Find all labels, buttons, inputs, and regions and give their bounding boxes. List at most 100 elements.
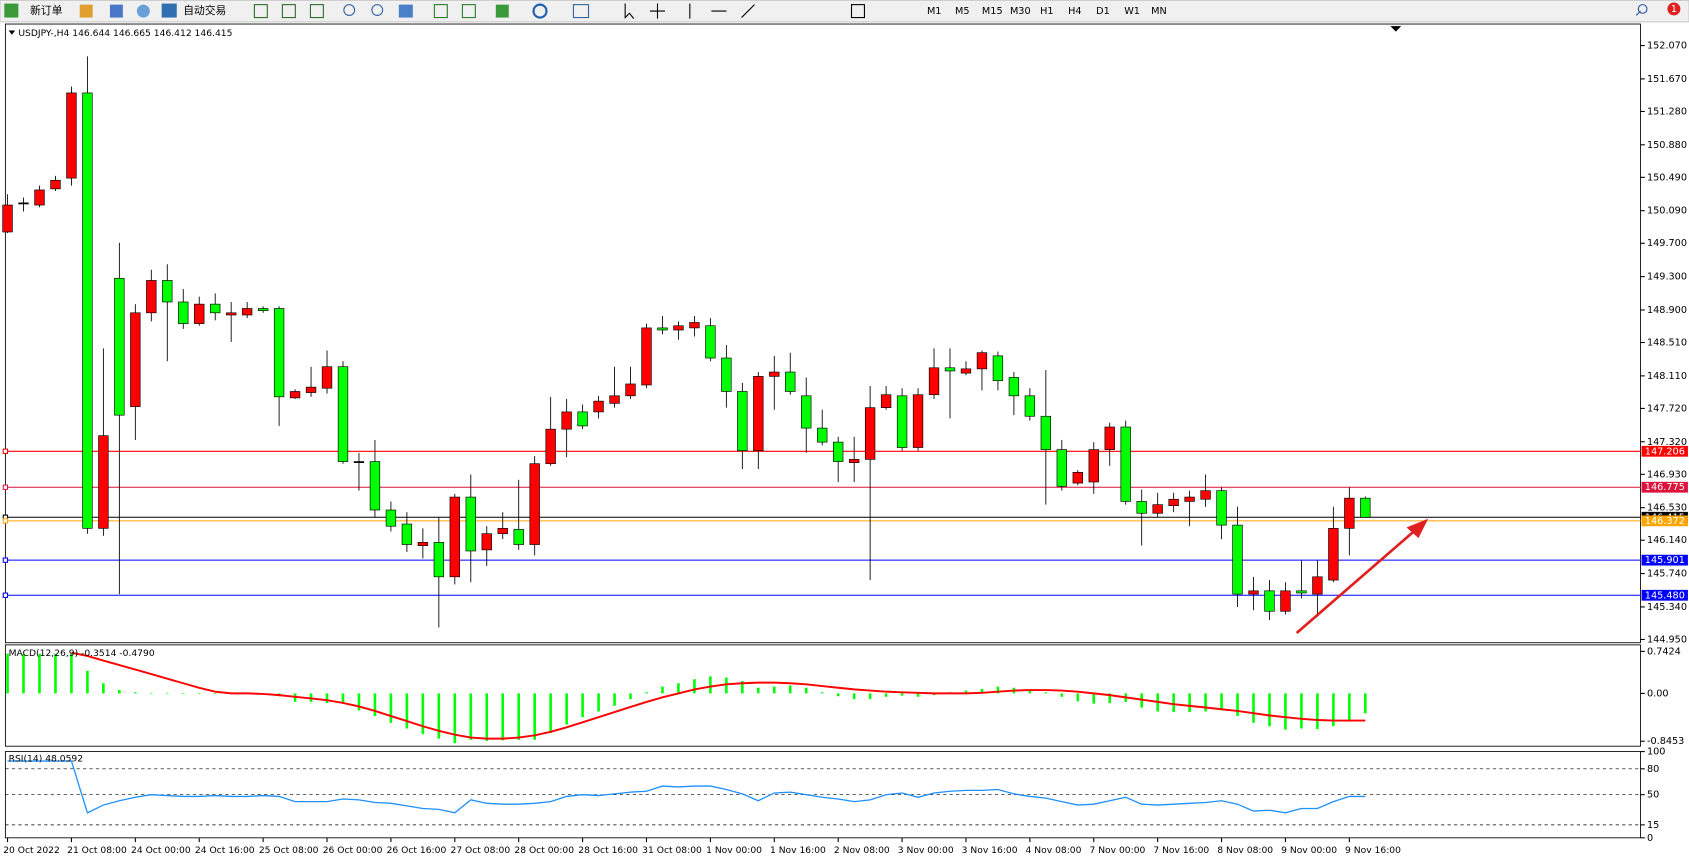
- candle-body: [337, 366, 349, 462]
- macd-bar: [884, 693, 888, 697]
- x-tick-label: 24 Oct 00:00: [131, 845, 191, 856]
- price-line-handle[interactable]: [2, 592, 9, 598]
- candle-body: [1168, 498, 1179, 506]
- icon[interactable]: [649, 3, 666, 19]
- icon[interactable]: [495, 4, 509, 18]
- price-line-handle[interactable]: [2, 484, 9, 490]
- chart-title: USDJPY-,H4 146.644 146.665 146.412 146.4…: [18, 28, 232, 39]
- price-label: 145.480: [1645, 590, 1685, 601]
- icon[interactable]: [309, 4, 324, 19]
- price-line-handle[interactable]: [2, 557, 9, 563]
- x-tick-label: 3 Nov 00:00: [898, 845, 954, 856]
- candle-body: [305, 386, 317, 393]
- candle-body: [417, 542, 429, 546]
- y-tick-label: -0.8453: [1647, 736, 1684, 747]
- candle-body: [497, 528, 508, 535]
- candle-body: [545, 428, 556, 465]
- macd-bar: [70, 653, 73, 694]
- candle-body: [529, 463, 540, 545]
- macd-bar: [1252, 693, 1255, 723]
- timeframe-button[interactable]: M30: [1010, 6, 1031, 17]
- price-line-handle[interactable]: [2, 518, 9, 524]
- macd-bar: [86, 670, 89, 694]
- icon[interactable]: [4, 3, 19, 18]
- price-line-handle[interactable]: [2, 448, 9, 454]
- candle-body: [625, 383, 636, 397]
- icon[interactable]: [398, 4, 413, 18]
- candle-body: [976, 352, 988, 370]
- icon[interactable]: [109, 4, 123, 18]
- macd-bar: [1364, 693, 1367, 714]
- timeframe-button[interactable]: H1: [1040, 6, 1053, 17]
- candle-body: [34, 189, 45, 206]
- toolbar-button[interactable]: 新订单: [30, 4, 63, 17]
- candle-body: [753, 376, 764, 452]
- macd-panel: [4, 644, 1641, 747]
- macd-bar: [341, 693, 345, 704]
- icon[interactable]: [624, 3, 635, 19]
- badge[interactable]: [1667, 2, 1681, 16]
- timeframe-button[interactable]: D1: [1096, 6, 1110, 17]
- timeframe-button[interactable]: M1: [927, 6, 942, 17]
- candle-body: [1040, 415, 1052, 450]
- icon[interactable]: [433, 4, 448, 19]
- x-tick-label: 7 Nov 00:00: [1089, 845, 1145, 856]
- y-tick-label: 150.880: [1647, 140, 1687, 151]
- macd-bar: [581, 693, 584, 718]
- timeframe-button[interactable]: MN: [1151, 6, 1167, 17]
- icon[interactable]: [371, 4, 384, 16]
- badge-count: 1: [1671, 4, 1677, 15]
- icon[interactable]: [1635, 4, 1648, 16]
- candle-body: [1328, 528, 1339, 581]
- y-tick-label: 145.340: [1647, 602, 1687, 613]
- macd-bar: [1220, 693, 1223, 711]
- macd-bar: [693, 679, 696, 694]
- macd-bar: [118, 689, 121, 694]
- candle-body: [944, 367, 956, 372]
- icon[interactable]: [850, 4, 865, 19]
- y-tick-label: 0.7424: [1647, 646, 1681, 657]
- candle-body: [513, 529, 524, 545]
- candle-body: [449, 496, 460, 578]
- macd-bar: [964, 690, 968, 694]
- icon[interactable]: [532, 3, 548, 19]
- rsi-line: [7, 760, 1366, 814]
- macd-bar: [1076, 693, 1080, 702]
- macd-bar: [1172, 693, 1175, 713]
- candle-body: [960, 368, 972, 374]
- price-label: 147.206: [1645, 446, 1685, 457]
- y-tick-label: 150.490: [1647, 172, 1687, 183]
- candle-body: [1216, 490, 1227, 526]
- candle-body: [737, 391, 748, 452]
- macd-bar: [405, 693, 409, 729]
- y-tick-label: 50: [1647, 790, 1659, 801]
- timeframe-button[interactable]: M15: [982, 6, 1003, 17]
- x-tick-label: 7 Nov 16:00: [1153, 845, 1209, 856]
- timeframe-button[interactable]: H4: [1068, 6, 1081, 17]
- toolbar-button[interactable]: 自动交易: [183, 4, 226, 17]
- timeframe-button[interactable]: W1: [1124, 6, 1140, 17]
- icon[interactable]: [689, 3, 755, 19]
- candle-body: [162, 280, 173, 303]
- collapse-icon[interactable]: [8, 30, 16, 35]
- icon[interactable]: [253, 4, 268, 19]
- candle-body: [241, 308, 253, 316]
- icon[interactable]: [572, 4, 590, 19]
- price-label: 145.901: [1645, 555, 1685, 566]
- y-tick-label: 15: [1647, 820, 1659, 831]
- y-tick-label: 146.530: [1647, 503, 1687, 514]
- icon[interactable]: [281, 4, 296, 19]
- icon[interactable]: [161, 3, 177, 18]
- y-tick-label: 152.070: [1647, 41, 1687, 52]
- icon[interactable]: [343, 4, 356, 16]
- icon[interactable]: [79, 4, 93, 18]
- macd-title: MACD(12,26,9) -0.3514 -0.4790: [9, 648, 155, 659]
- candle-body: [130, 312, 141, 407]
- icon[interactable]: [136, 4, 150, 18]
- timeframe-button[interactable]: M5: [955, 6, 970, 17]
- macd-bar: [597, 693, 600, 712]
- macd-bar: [804, 687, 808, 694]
- icon[interactable]: [461, 4, 476, 19]
- macd-bar: [165, 692, 169, 694]
